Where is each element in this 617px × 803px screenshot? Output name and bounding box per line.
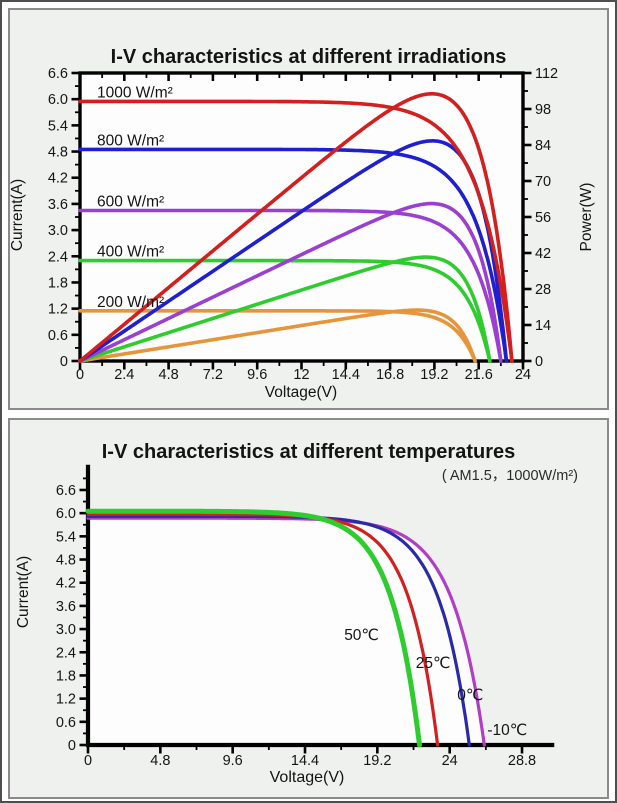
tick-labels: 0 2.4 4.8 7.2 9.6 12 14.4 16.8 19.2 21.6 2400.61.2… [48,66,558,383]
x-tick-label: 4.8 [159,367,179,383]
y-tick-label: 6.0 [56,506,76,522]
series-label: 0℃ [457,687,483,704]
y-axis-title: Current(A) [15,556,32,628]
iv-temperature-plot: 0 4.8 9.6 14.4 19.2 24 28.8 0 0.6 1.2 1.8 2.4 3.0 3.6… [15,464,555,786]
y-tick-label: 3.6 [56,599,76,615]
y-tick-label: 4.2 [56,576,76,592]
chart-panel-irradiance: I-V characteristics at different irradia… [8,8,609,410]
iv-irradiance-plot: 0 2.4 4.8 7.2 9.6 12 14.4 16.8 19.2 21.6 2400.61.2… [10,66,595,401]
y2-tick-label: 84 [535,138,551,154]
y-tick-label: 5.4 [48,118,68,134]
series-label: 200 W/m² [97,294,164,311]
x-tick-label: 12 [293,367,309,383]
y-axis-title: Current(A) [10,179,26,251]
y-tick-label: 5.4 [56,529,76,545]
y2-tick-label: 14 [535,318,551,334]
y-tick-label: 4.8 [48,145,68,161]
series-curves [78,92,514,363]
y2-tick-label: 112 [535,66,558,82]
x-tick-label: 4.8 [150,753,170,769]
y2-axis-title: Power(W) [578,183,595,252]
tick-labels: 0 4.8 9.6 14.4 19.2 24 28.8 0 0.6 1.2 1.8 2.4 3.0 3.6… [56,483,536,769]
power-curve-1000 W/m² [78,92,514,363]
x-tick-label: 28.8 [508,753,536,769]
series-label: -10℃ [487,722,527,739]
chart-panel-temperature: I-V characteristics at different tempera… [8,418,609,799]
power-curve-800 W/m² [78,139,509,363]
y2-tick-label: 98 [535,102,551,118]
x-tick-label: 7.2 [203,367,223,383]
x-axis-title: Voltage(V) [270,769,345,786]
axis-ticks [71,71,532,370]
x-tick-label: 24 [515,367,531,383]
y2-tick-label: 70 [535,174,551,190]
power-curve-400 W/m² [78,255,492,363]
iv-curve-25℃ [86,512,440,747]
y-tick-label: 1.8 [48,275,68,291]
y-tick-label: 6.0 [48,92,68,108]
y-tick-label: 0.6 [48,328,68,344]
x-tick-label: 0 [76,367,84,383]
series-labels: 200 W/m² 400 W/m² 600 W/m² 800 W/m² 1000 W/m… [97,84,173,310]
iv-curve-1000 W/m² [78,99,514,363]
y-tick-label: 4.2 [48,171,68,187]
x-axis-title: Voltage(V) [265,384,337,401]
y-tick-label: 6.6 [56,483,76,499]
power-curve-200 W/m² [78,308,477,363]
series-label: 25℃ [416,655,451,672]
iv-curve--10℃ [86,516,486,747]
y-tick-label: 0 [60,354,68,370]
axis-ticks [79,477,524,754]
y-tick-label: 0 [68,738,76,754]
irradiance-chart-title: I-V characteristics at different irradia… [110,46,507,68]
y-tick-label: 2.4 [56,645,76,661]
y-tick-label: 4.8 [56,553,76,569]
y-tick-label: 3.0 [56,622,76,638]
y-tick-label: 3.6 [48,197,68,213]
y-tick-label: 0.6 [56,715,76,731]
x-tick-label: 2.4 [114,367,134,383]
y2-tick-label: 28 [535,282,551,298]
series-curves [85,508,486,748]
iv-curve-50℃ [85,508,422,748]
series-label: 400 W/m² [97,244,164,261]
x-tick-label: 14.4 [291,753,319,769]
series-label: 50℃ [344,627,379,644]
x-tick-label: 9.6 [247,367,267,383]
y-tick-label: 6.6 [48,66,68,82]
y-tick-label: 2.4 [48,249,68,265]
y-tick-label: 1.2 [48,302,68,318]
series-labels: -10℃ 0℃ 25℃ 50℃ [344,627,527,739]
x-tick-label: 19.2 [363,753,391,769]
series-label: 600 W/m² [97,194,164,211]
series-label: 800 W/m² [97,132,164,149]
power-curve-600 W/m² [78,201,503,363]
x-tick-label: 16.8 [376,367,404,383]
y2-tick-label: 42 [535,246,551,262]
x-tick-label: 14.4 [332,367,360,383]
series-label: 1000 W/m² [97,84,173,101]
y2-tick-label: 56 [535,210,551,226]
y-tick-label: 3.0 [48,223,68,239]
iv-curve-200 W/m² [78,309,477,363]
plot-background [88,511,485,745]
temperature-chart-title: I-V characteristics at different tempera… [101,441,516,463]
x-tick-label: 9.6 [223,753,243,769]
x-tick-label: 21.6 [465,367,493,383]
iv-curve-600 W/m² [78,208,503,363]
temperature-chart-subtitle: ( AM1.5，1000W/m²) [441,468,578,484]
iv-curve-800 W/m² [78,147,509,363]
x-tick-label: 19.2 [420,367,448,383]
y-tick-label: 1.8 [56,668,76,684]
y2-tick-label: 0 [535,354,543,370]
x-tick-label: 0 [84,753,92,769]
y-tick-label: 1.2 [56,692,76,708]
x-tick-label: 24 [442,753,458,769]
